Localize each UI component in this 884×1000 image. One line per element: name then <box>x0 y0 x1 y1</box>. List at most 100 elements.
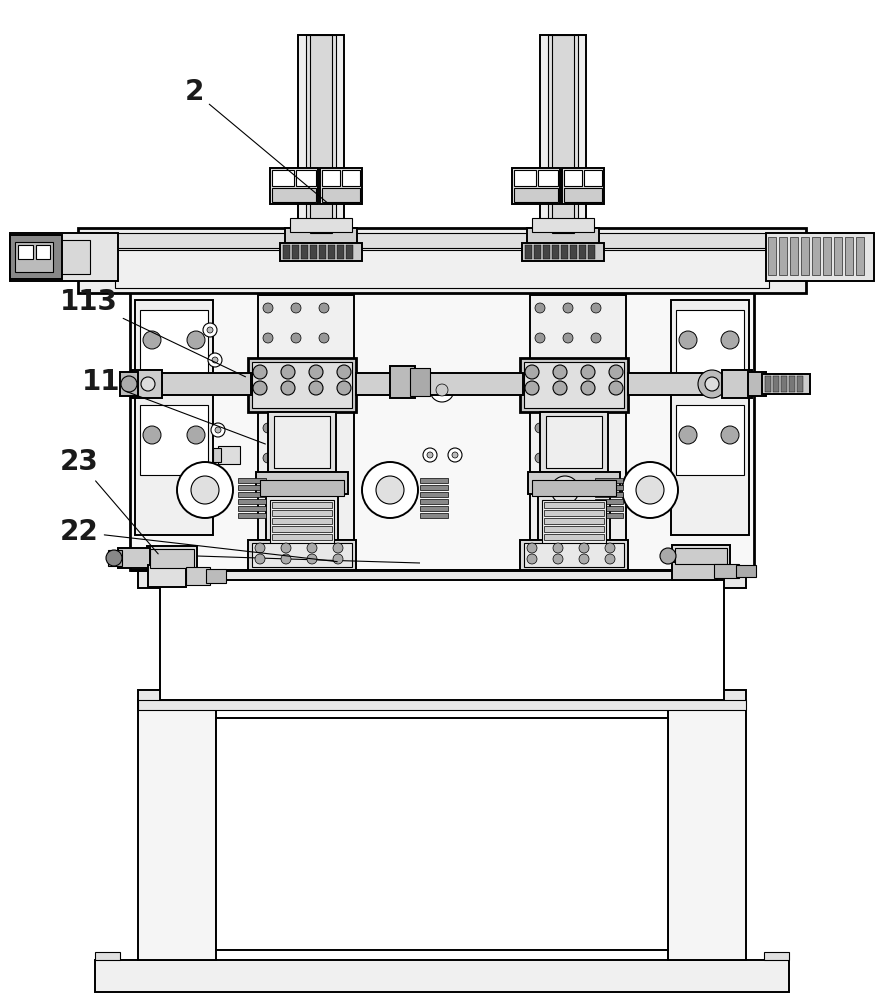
Circle shape <box>319 363 329 373</box>
Bar <box>206 569 226 583</box>
Bar <box>390 366 415 398</box>
Circle shape <box>679 331 697 349</box>
Circle shape <box>291 393 301 403</box>
Circle shape <box>563 363 573 373</box>
Bar <box>512 168 560 204</box>
Bar <box>676 405 744 475</box>
Circle shape <box>591 423 601 433</box>
Bar <box>296 170 316 186</box>
Circle shape <box>211 423 225 437</box>
Circle shape <box>721 426 739 444</box>
Circle shape <box>535 453 545 463</box>
Bar <box>595 485 623 490</box>
Circle shape <box>527 543 537 553</box>
Bar <box>420 485 448 490</box>
Bar <box>595 499 623 504</box>
Circle shape <box>376 476 404 504</box>
Bar <box>540 412 608 472</box>
Bar <box>410 368 430 396</box>
Bar <box>779 237 787 275</box>
Bar <box>260 480 344 496</box>
Bar <box>238 513 266 518</box>
Circle shape <box>537 462 593 518</box>
Bar <box>218 446 240 464</box>
Bar <box>834 237 842 275</box>
Bar <box>797 376 803 392</box>
Bar <box>530 295 626 540</box>
Circle shape <box>307 554 317 564</box>
Bar <box>138 690 746 708</box>
Bar <box>15 242 53 272</box>
Bar <box>356 373 431 395</box>
Bar <box>595 513 623 518</box>
Circle shape <box>319 453 329 463</box>
Bar <box>138 700 746 710</box>
Circle shape <box>319 303 329 313</box>
Circle shape <box>291 363 301 373</box>
Circle shape <box>591 453 601 463</box>
Bar <box>216 718 668 950</box>
Bar <box>268 412 336 472</box>
Circle shape <box>263 423 273 433</box>
Bar <box>544 526 604 532</box>
Bar <box>544 510 604 516</box>
Circle shape <box>134 370 162 398</box>
Bar <box>115 233 769 248</box>
Circle shape <box>609 381 623 395</box>
Bar <box>801 237 809 275</box>
Bar <box>150 549 194 568</box>
Bar <box>789 376 795 392</box>
Bar <box>527 228 599 248</box>
Bar <box>256 472 348 494</box>
Bar <box>524 543 624 567</box>
Bar <box>564 188 602 202</box>
Bar <box>524 362 624 408</box>
Bar <box>532 218 594 232</box>
Circle shape <box>660 548 676 564</box>
Circle shape <box>430 378 454 402</box>
Bar <box>213 448 221 462</box>
Bar <box>714 564 739 578</box>
Bar <box>570 245 577 259</box>
Bar <box>320 168 362 204</box>
Circle shape <box>121 376 137 392</box>
Circle shape <box>436 384 448 396</box>
Bar <box>543 245 550 259</box>
Circle shape <box>106 550 122 566</box>
Bar <box>290 218 352 232</box>
Circle shape <box>141 377 155 391</box>
Circle shape <box>333 554 343 564</box>
Circle shape <box>535 393 545 403</box>
Bar <box>420 478 448 483</box>
Bar <box>270 500 334 548</box>
Circle shape <box>143 331 161 349</box>
Circle shape <box>563 393 573 403</box>
Bar <box>417 373 523 395</box>
Circle shape <box>281 554 291 564</box>
Bar <box>138 700 216 960</box>
Bar <box>525 245 532 259</box>
Bar <box>520 540 628 570</box>
Bar <box>272 170 294 186</box>
Circle shape <box>721 331 739 349</box>
Circle shape <box>553 365 567 379</box>
Circle shape <box>563 333 573 343</box>
Circle shape <box>605 554 615 564</box>
Circle shape <box>187 331 205 349</box>
Bar <box>95 960 789 992</box>
Circle shape <box>319 393 329 403</box>
Bar <box>238 492 266 497</box>
Circle shape <box>319 423 329 433</box>
Bar <box>135 300 213 535</box>
Bar <box>138 570 746 588</box>
Bar <box>337 245 344 259</box>
Circle shape <box>591 393 601 403</box>
Circle shape <box>622 462 678 518</box>
Circle shape <box>563 453 573 463</box>
Circle shape <box>636 476 664 504</box>
Circle shape <box>281 543 291 553</box>
Circle shape <box>263 363 273 373</box>
Bar <box>736 565 756 577</box>
Bar <box>306 35 336 233</box>
Bar <box>676 310 744 380</box>
